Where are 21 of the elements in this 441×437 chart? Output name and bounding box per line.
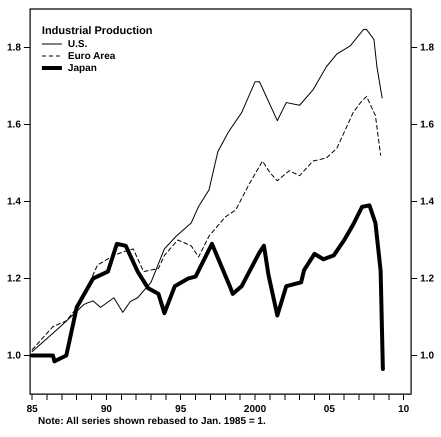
- y2-tick-label: 1.8: [420, 42, 434, 54]
- x-tick-label: 05: [324, 404, 336, 415]
- y2-tick-label: 1.0: [420, 350, 434, 362]
- x-tick-label: 90: [100, 404, 112, 415]
- y-tick-label: 1.0: [6, 350, 22, 362]
- y2-tick-label: 1.6: [420, 119, 434, 130]
- y-tick-label: 1.6: [6, 119, 22, 130]
- y-tick-label: 1.4: [6, 196, 22, 208]
- y-tick-label: 1.8: [6, 42, 22, 54]
- legend-label: Euro Area: [68, 50, 116, 62]
- text: Note: All series shown rebased to Jan. 1985 = 1.: [37, 416, 267, 427]
- legend-label: Japan: [68, 62, 97, 74]
- x-tick-label: 85: [26, 404, 38, 415]
- y2-tick-label: 1.4: [420, 196, 434, 208]
- y2-tick-label: 1.2: [420, 273, 434, 284]
- x-tick-label: 10: [398, 404, 410, 415]
- x-tick-label: 2000: [244, 404, 267, 415]
- y-tick-label: 1.2: [6, 273, 22, 284]
- legend-title: Industrial Production: [42, 25, 153, 38]
- legend-label: U.S.: [68, 38, 88, 50]
- x-tick-label: 95: [175, 404, 187, 415]
